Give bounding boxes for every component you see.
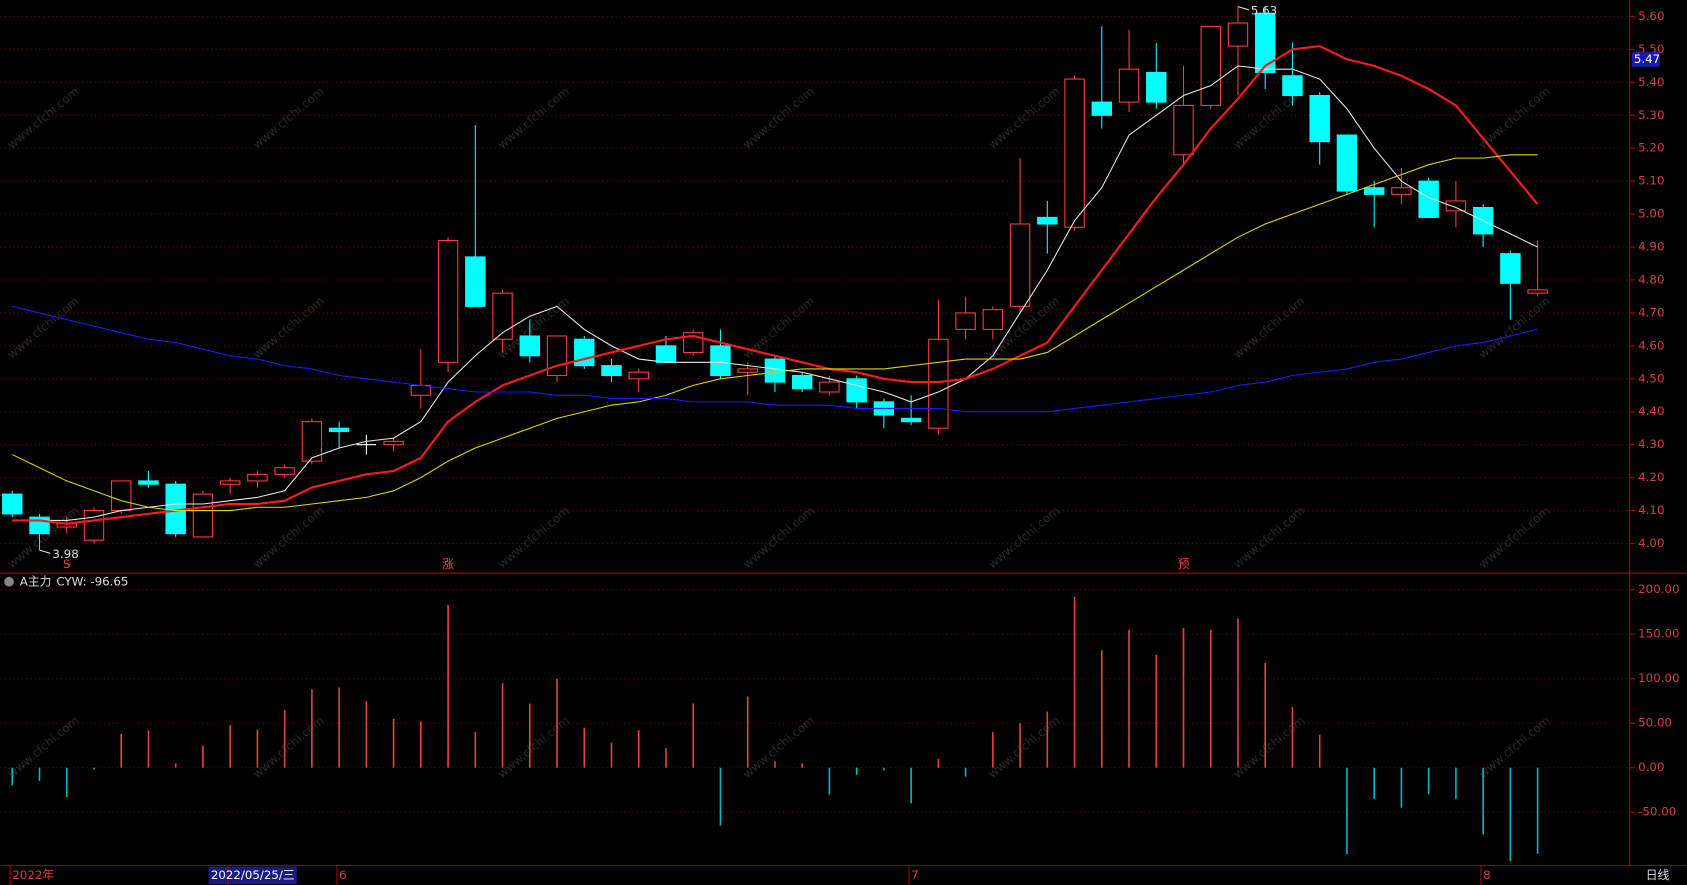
- candle-body: [574, 338, 595, 367]
- y-tick-label: 4.70: [1638, 305, 1664, 319]
- candle-body: [465, 256, 486, 307]
- y-tick-label: 150.00: [1638, 627, 1679, 641]
- candle-body: [1037, 216, 1058, 225]
- y-tick-label: 0.00: [1638, 760, 1664, 774]
- candle-body: [1118, 68, 1140, 103]
- ma-line: [12, 45, 1539, 525]
- candle-body: [192, 493, 214, 538]
- cursor-date-box: [208, 866, 297, 884]
- candle-body: [1282, 75, 1303, 97]
- candle-body: [1255, 12, 1276, 74]
- candle-body: [655, 345, 677, 363]
- annotation-arrow: [1237, 6, 1249, 11]
- y-tick-label: 5.20: [1638, 141, 1664, 155]
- candle-body: [1500, 253, 1521, 284]
- y-tick-label: 5.10: [1638, 174, 1664, 188]
- candle-body: [628, 371, 649, 380]
- y-tick-label: 4.10: [1638, 503, 1664, 517]
- candle-body: [900, 417, 922, 423]
- y-tick-label: 4.60: [1638, 338, 1664, 352]
- signal-marker: 涨: [442, 557, 454, 571]
- candle-body: [1445, 200, 1467, 212]
- indicator-title: A主力: [20, 574, 52, 588]
- time-label: 2022年: [12, 868, 54, 882]
- candle-body: [982, 309, 1004, 330]
- candle-body: [1227, 22, 1249, 47]
- candle-body: [846, 378, 867, 403]
- candle-body: [1200, 25, 1221, 106]
- candle-body: [519, 335, 541, 357]
- candle-body: [1336, 134, 1358, 192]
- y-tick-label: 4.00: [1638, 536, 1664, 550]
- candle-body: [1009, 223, 1031, 307]
- y-tick-label: 4.20: [1638, 470, 1664, 484]
- time-label: 2022/05/25/三: [211, 868, 295, 882]
- annotation-arrow: [39, 549, 51, 554]
- candle-body: [601, 365, 622, 377]
- price-label: 5.47: [1634, 52, 1660, 66]
- annotation-label: 3.98: [52, 547, 78, 561]
- y-tick-label: 4.40: [1638, 404, 1664, 418]
- annotation-label: 5.63: [1251, 3, 1277, 17]
- ma-line: [12, 154, 1538, 512]
- candle-body: [219, 480, 241, 485]
- y-tick-label: 100.00: [1638, 671, 1679, 685]
- candle-body: [274, 467, 295, 475]
- candle-body: [546, 335, 568, 377]
- candle-body: [328, 427, 350, 433]
- candle-body: [301, 421, 323, 462]
- candle-body: [111, 480, 132, 512]
- y-tick-label: 4.80: [1638, 272, 1664, 286]
- candle-body: [492, 292, 513, 340]
- candle-body: [1527, 289, 1548, 294]
- y-tick-label: 4.30: [1638, 437, 1664, 451]
- candle-body: [764, 358, 786, 383]
- candle-body: [1418, 180, 1439, 218]
- candle-body: [928, 338, 949, 429]
- y-tick-label: -50.00: [1638, 805, 1676, 819]
- price-label-box: [1631, 51, 1660, 67]
- ma-line: [12, 65, 1538, 521]
- ma-line: [12, 305, 1538, 413]
- time-label: 6: [339, 868, 347, 882]
- y-tick-label: 200.00: [1638, 582, 1679, 596]
- y-tick-label: 5.00: [1638, 207, 1664, 221]
- candle-body: [2, 493, 23, 515]
- signal-marker: S: [63, 557, 71, 571]
- indicator-toggle[interactable]: [4, 576, 14, 587]
- time-label: 8: [1483, 868, 1491, 882]
- period-label[interactable]: 日线: [1646, 868, 1670, 882]
- candle-body: [437, 239, 459, 363]
- signal-marker: 预: [1178, 557, 1190, 571]
- y-tick-label: 5.40: [1638, 75, 1664, 89]
- indicator-value: CYW: -96.65: [56, 574, 128, 588]
- candle-body: [710, 345, 731, 377]
- y-tick-label: 5.60: [1638, 9, 1664, 23]
- time-label: 7: [911, 868, 919, 882]
- y-tick-label: 50.00: [1638, 716, 1672, 730]
- candle-body: [1363, 187, 1385, 195]
- candle-body: [1146, 71, 1167, 103]
- candle-body: [955, 312, 976, 330]
- candle-body: [1391, 187, 1412, 195]
- candle-body: [138, 480, 159, 485]
- candle-body: [819, 381, 840, 393]
- y-tick-label: 5.30: [1638, 108, 1664, 122]
- candle-body: [1173, 104, 1194, 156]
- candle-body: [1091, 101, 1113, 116]
- candle-body: [1309, 94, 1330, 143]
- y-tick-label: 4.50: [1638, 371, 1664, 385]
- y-tick-label: 4.90: [1638, 240, 1664, 254]
- candle-body: [410, 384, 432, 396]
- candle-body: [247, 473, 268, 482]
- candle-body: [791, 374, 813, 390]
- candle-body: [737, 368, 758, 373]
- candle-body: [1064, 78, 1085, 228]
- candle-body: [383, 440, 404, 446]
